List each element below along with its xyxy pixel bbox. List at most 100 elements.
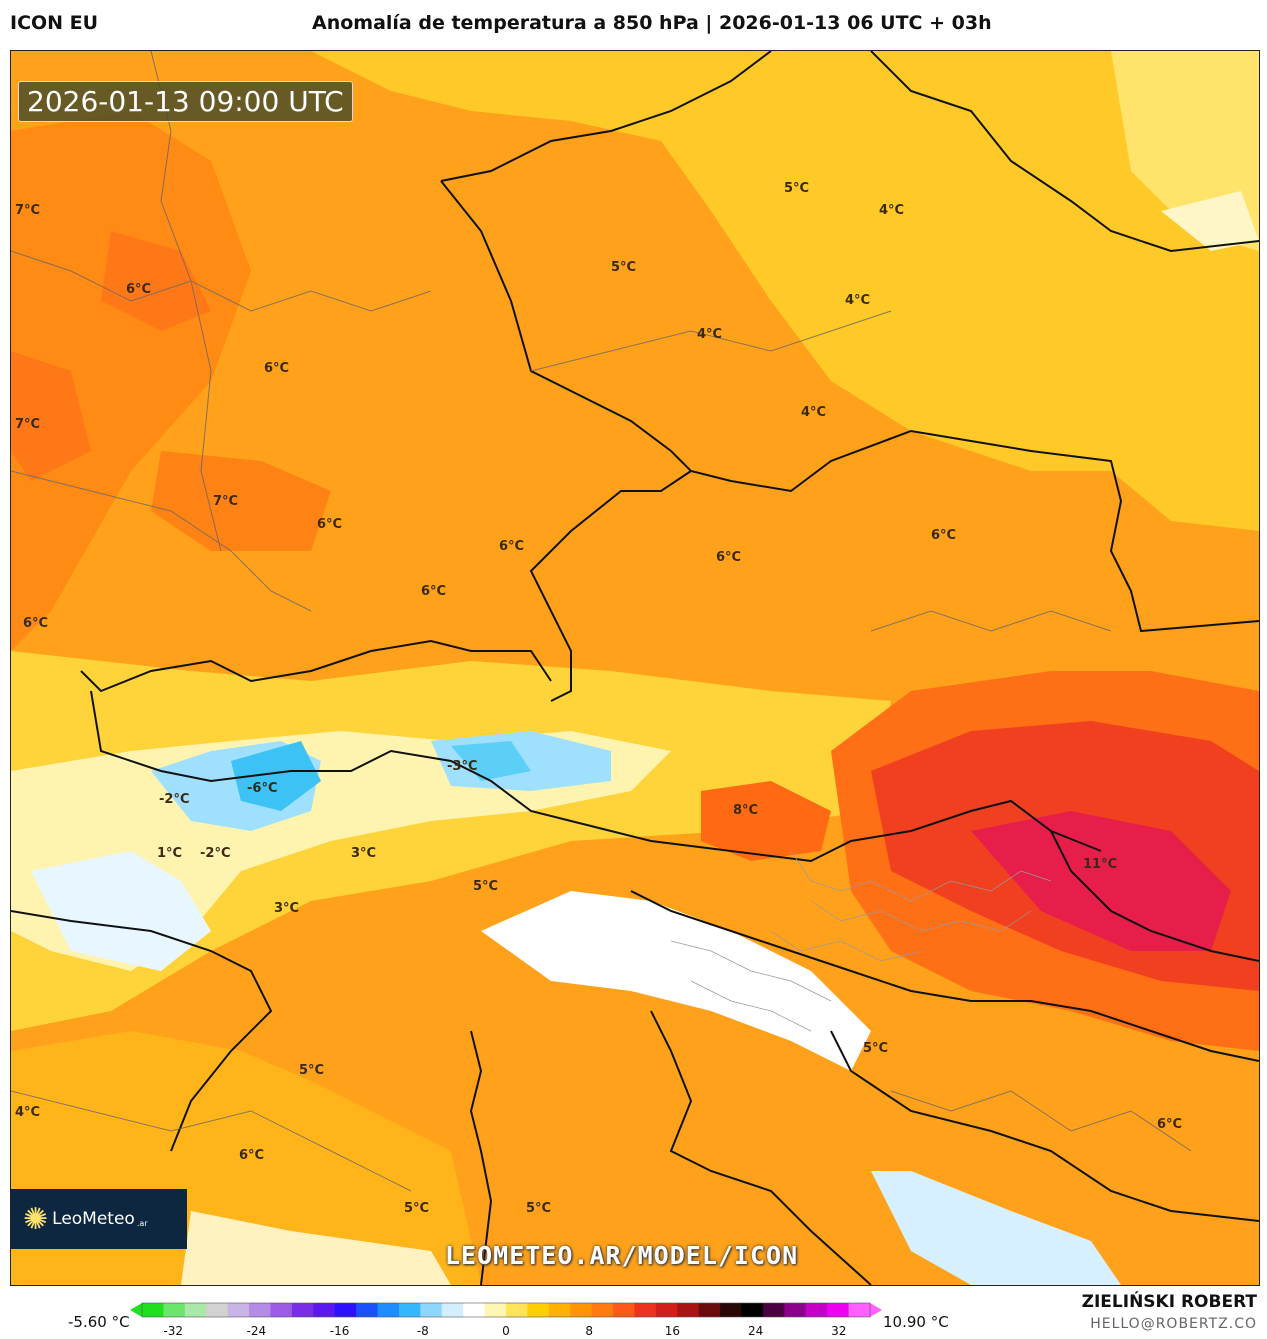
colorbar-min-arrow: [130, 1303, 142, 1317]
temp-label: 3°C: [351, 846, 377, 861]
country-borders: [11, 51, 1259, 1285]
north-warm-area: [311, 51, 751, 141]
author-email: HELLO@ROBERTZ.CO: [1090, 1316, 1257, 1332]
north-east-pale-area: [1161, 191, 1259, 251]
logo-wordmark: LeoMeteo: [52, 1209, 135, 1229]
colorbar-segment: [741, 1303, 764, 1317]
colorbar-segment: [570, 1303, 593, 1317]
temp-label: -2°C: [200, 846, 231, 861]
colorbar-segment: [398, 1303, 421, 1317]
temp-label: 5°C: [526, 1201, 552, 1216]
colorbar-segment: [441, 1303, 464, 1317]
temp-label: 4°C: [697, 327, 723, 342]
colorbar-segment: [655, 1303, 678, 1317]
west-warm-pocket-1: [101, 231, 211, 331]
colorbar-segment: [270, 1303, 293, 1317]
colorbar-segment: [356, 1303, 379, 1317]
south-east-cold-area: [871, 1171, 1121, 1285]
author-credit: ZIELIŃSKI ROBERT: [1081, 1292, 1257, 1312]
temp-label: 4°C: [801, 405, 827, 420]
colorbar-segment: [184, 1303, 207, 1317]
temp-label: 3°C: [274, 901, 300, 916]
colorbar-segment: [163, 1303, 186, 1317]
temp-label: 5°C: [299, 1063, 325, 1078]
colorbar-segment: [698, 1303, 721, 1317]
temp-label: 6°C: [264, 361, 290, 376]
map-title: Anomalía de temperatura a 850 hPa | 2026…: [312, 12, 992, 34]
temp-label: 8°C: [733, 803, 759, 818]
leometeo-logo: ✺ LeoMeteo .ar: [11, 1189, 187, 1249]
colorbar-segment: [720, 1303, 743, 1317]
colorbar: [130, 1302, 882, 1318]
temp-label: 6°C: [931, 528, 957, 543]
colorbar-tick-label: -24: [246, 1324, 267, 1338]
region-borders: [11, 51, 1192, 1192]
temp-label: 5°C: [784, 181, 810, 196]
central-warm-pocket: [701, 781, 831, 861]
colorbar-segment: [313, 1303, 336, 1317]
temp-label: 5°C: [611, 260, 637, 275]
temp-label: 6°C: [499, 539, 525, 554]
colorbar-max-label: 10.90 °C: [883, 1313, 949, 1331]
temp-label: 4°C: [879, 203, 905, 218]
colorbar-tick-label: -16: [329, 1324, 350, 1338]
temp-label: -6°C: [247, 781, 278, 796]
po-valley-pale-area: [481, 891, 871, 1071]
temp-label: 5°C: [404, 1201, 430, 1216]
north-east-warm-area: [661, 51, 1259, 531]
colorbar-segment: [206, 1303, 229, 1317]
map-canvas: [11, 51, 1259, 1285]
colorbar-segment: [227, 1303, 250, 1317]
colorbar-tick-label: 8: [585, 1324, 594, 1338]
colorbar-segment: [677, 1303, 700, 1317]
colorbar-segment: [506, 1303, 528, 1317]
colorbar-segment: [827, 1303, 850, 1317]
colorbar-segment: [591, 1303, 614, 1317]
municipal-borders: [670, 850, 1052, 1032]
colorbar-segment: [784, 1303, 807, 1317]
colorbar-outline: [141, 1302, 871, 1318]
temp-label: 4°C: [845, 293, 871, 308]
colorbar-tick-label: -8: [416, 1324, 429, 1338]
temp-label: 6°C: [239, 1148, 265, 1163]
alps-cold-core-east: [451, 741, 531, 781]
west-warm-area: [11, 111, 251, 651]
colorbar-segment: [805, 1303, 828, 1317]
west-warm-pocket-3: [151, 451, 331, 551]
temp-label: 7°C: [15, 203, 41, 218]
temp-label: 6°C: [23, 616, 49, 631]
east-heat-peak: [971, 811, 1231, 951]
temp-label: 6°C: [317, 517, 343, 532]
colorbar-segment: [848, 1303, 871, 1317]
colorbar-tick-label: 24: [747, 1324, 764, 1338]
colorbar-segment: [548, 1303, 571, 1317]
colorbar-min-label: -5.60 °C: [68, 1313, 130, 1331]
temp-label: 1°C: [157, 846, 183, 861]
colorbar-tick-label: 16: [664, 1324, 681, 1338]
temp-label: 6°C: [1157, 1117, 1183, 1132]
colorbar-segment: [527, 1303, 550, 1317]
west-alps-cold-area: [31, 851, 211, 971]
temp-label: 5°C: [863, 1041, 889, 1056]
temp-label: 7°C: [15, 417, 41, 432]
temp-label: 5°C: [473, 879, 499, 894]
temp-label: 7°C: [213, 494, 239, 509]
colorbar-segment: [613, 1303, 635, 1317]
colorbar-tick-label: -32: [163, 1324, 183, 1338]
alps-cold-core-west: [231, 741, 321, 811]
colorbar-segment: [463, 1303, 486, 1317]
temp-label: 11°C: [1083, 857, 1118, 872]
sun-icon: ✺: [23, 1201, 49, 1237]
temp-label: 4°C: [15, 1105, 41, 1120]
colorbar-segment: [420, 1303, 443, 1317]
valid-time-badge: 2026-01-13 09:00 UTC: [18, 81, 353, 122]
colorbar-segment: [484, 1303, 507, 1317]
west-warm-pocket-2: [11, 351, 91, 481]
temp-label: 6°C: [716, 550, 742, 565]
colorbar-segment: [377, 1303, 400, 1317]
colorbar-tick-label: 0: [502, 1324, 510, 1338]
colorbar-segment: [762, 1303, 785, 1317]
temperature-anomaly-map: 2026-01-13 09:00 UTC 7°C 6°C 6°C 7°C 7°C…: [10, 50, 1260, 1286]
colorbar-max-arrow: [870, 1303, 882, 1317]
model-name: ICON EU: [10, 12, 99, 34]
